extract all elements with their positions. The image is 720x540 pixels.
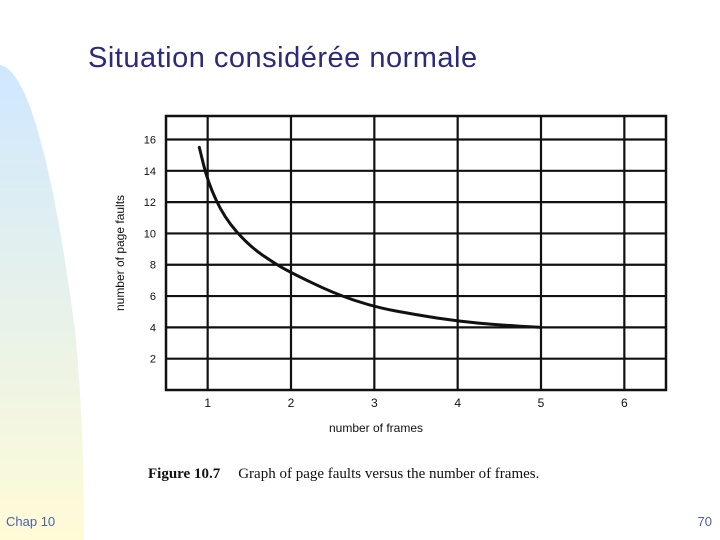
footer-chapter: Chap 10: [6, 514, 56, 529]
y-tick-label: 14: [144, 166, 156, 178]
y-tick-label: 2: [150, 354, 156, 366]
y-tick-label: 8: [150, 260, 156, 272]
x-tick-label: 6: [621, 396, 628, 410]
x-tick-label: 2: [288, 396, 295, 410]
y-tick-label: 12: [144, 197, 156, 209]
x-tick-label: 5: [538, 396, 545, 410]
slide-title: Situation considérée normale: [88, 42, 478, 74]
x-tick-label: 3: [371, 396, 378, 410]
y-tick-label: 16: [144, 134, 156, 146]
x-axis-label: number of frames: [329, 421, 423, 435]
figure-caption-label: Figure 10.7: [148, 466, 221, 482]
plot-frame: [164, 114, 668, 392]
figure-caption-text: Graph of page faults versus the number o…: [238, 466, 539, 482]
y-tick-label: 6: [150, 291, 156, 303]
footer-page-number: 70: [697, 514, 712, 529]
page-faults-curve: [197, 145, 543, 329]
figure-caption: Figure 10.7 Graph of page faults versus t…: [148, 466, 539, 482]
x-tick-label: 1: [204, 396, 211, 410]
y-tick-label: 10: [144, 228, 156, 240]
figure: 2 4 6 8 10 12 14 16 1 2 3 4 5 6 number of frames number…: [110, 100, 680, 500]
y-axis-label: number of page faults: [113, 195, 127, 311]
sidebar-gradient: [0, 65, 84, 540]
x-tick-label: 4: [454, 396, 461, 410]
y-tick-label: 4: [150, 322, 156, 334]
